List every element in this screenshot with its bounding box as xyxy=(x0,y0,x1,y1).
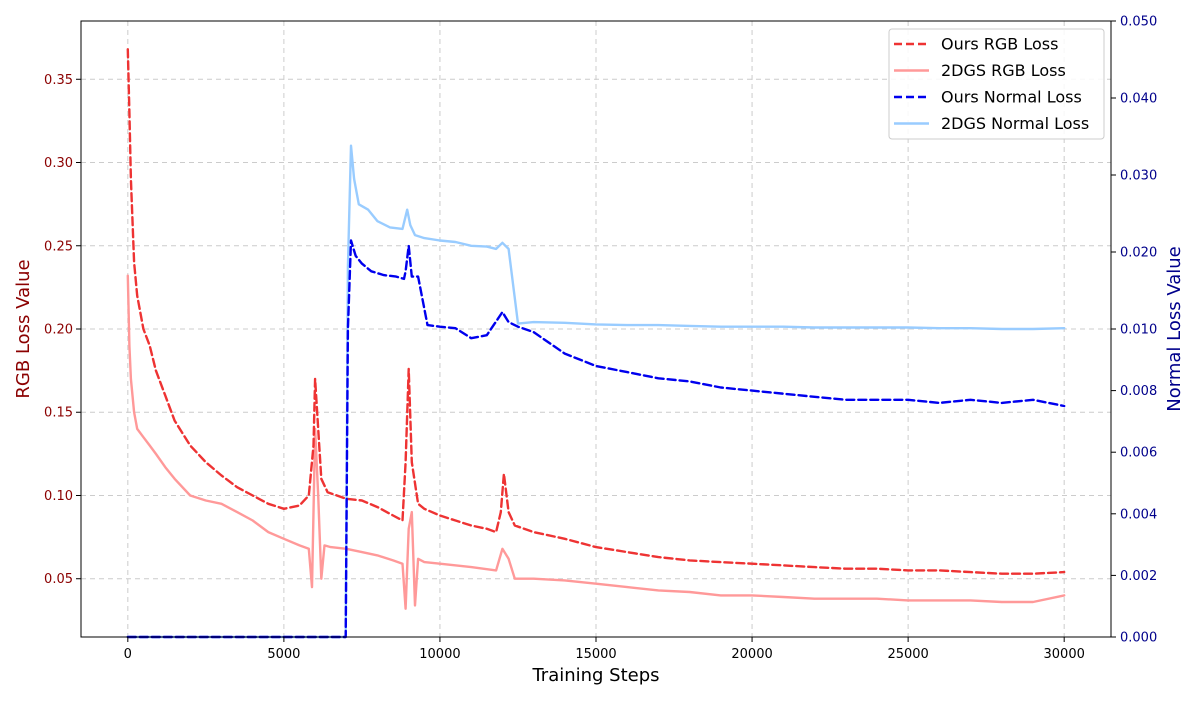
x-tick-label: 0 xyxy=(124,647,132,662)
series-line-ours-rgb-loss xyxy=(126,48,1066,575)
right-y-tick-label: 0.008 xyxy=(1120,384,1157,399)
right-y-tick-label: 0.004 xyxy=(1120,507,1157,522)
legend-label: 2DGS RGB Loss xyxy=(941,61,1066,80)
right-y-tick-label: 0.006 xyxy=(1120,446,1157,461)
left-y-tick-label: 0.10 xyxy=(44,489,73,504)
series-line-ours-normal-loss xyxy=(126,239,1066,639)
legend: Ours RGB Loss 2DGS RGB Loss Ours Normal Lo… xyxy=(888,28,1105,140)
right-y-tick-label: 0.030 xyxy=(1120,169,1157,184)
left-y-tick-label: 0.20 xyxy=(44,323,73,338)
right-y-tick-label: 0.040 xyxy=(1120,92,1157,107)
legend-label: Ours Normal Loss xyxy=(941,88,1082,107)
right-y-tick-label: 0.002 xyxy=(1120,569,1157,584)
right-y-tick-label: 0.010 xyxy=(1120,323,1157,338)
x-tick-label: 5000 xyxy=(267,647,300,662)
right-y-tick-label: 0.050 xyxy=(1120,15,1157,30)
right-y-tick-label: 0.000 xyxy=(1120,631,1157,646)
x-tick-label: 15000 xyxy=(575,647,616,662)
x-tick-label: 30000 xyxy=(1044,647,1085,662)
left-y-tick-label: 0.30 xyxy=(44,156,73,171)
legend-label: Ours RGB Loss xyxy=(941,35,1058,54)
x-axis-title: Training Steps xyxy=(531,665,659,686)
left-y-tick-label: 0.35 xyxy=(44,73,73,88)
left-y-axis-ticks: 0.05 0.10 0.15 0.20 0.25 0.30 0.35 xyxy=(44,73,81,587)
left-y-axis-title: RGB Loss Value xyxy=(13,259,34,398)
legend-box xyxy=(888,28,1105,140)
series-lines xyxy=(126,48,1066,639)
right-y-axis-title: Normal Loss Value xyxy=(1164,246,1185,411)
left-y-tick-label: 0.15 xyxy=(44,406,73,421)
right-y-tick-label: 0.020 xyxy=(1120,246,1157,261)
series-line-2dgs-rgb-loss xyxy=(126,274,1066,610)
x-tick-label: 25000 xyxy=(887,647,928,662)
right-y-axis-ticks: 0.000 0.002 0.004 0.006 0.008 0.010 0.020 0.030… xyxy=(1111,15,1157,646)
left-y-tick-label: 0.05 xyxy=(44,572,73,587)
series-line-2dgs-normal-loss xyxy=(126,144,1066,639)
legend-label: 2DGS Normal Loss xyxy=(941,114,1089,133)
x-axis-ticks: 0 5000 10000 15000 20000 25000 30000 xyxy=(124,637,1085,662)
left-y-tick-label: 0.25 xyxy=(44,239,73,254)
x-tick-label: 20000 xyxy=(731,647,772,662)
x-tick-label: 10000 xyxy=(419,647,460,662)
